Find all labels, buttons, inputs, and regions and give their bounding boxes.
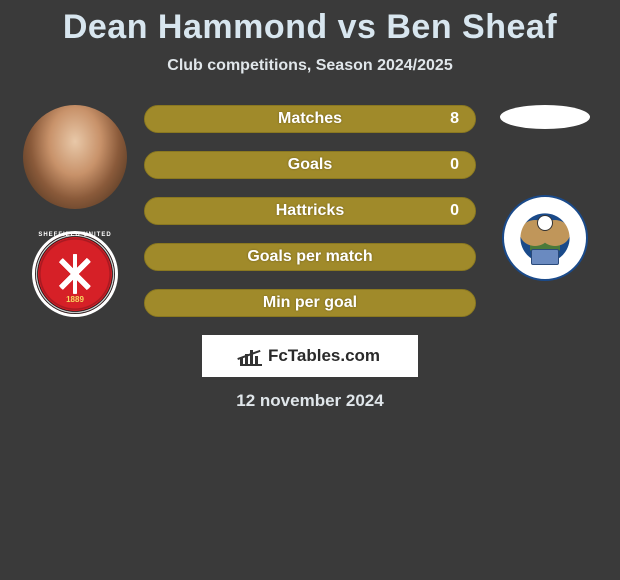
stat-bar-label: Goals — [288, 156, 332, 174]
subtitle: Club competitions, Season 2024/2025 — [0, 57, 620, 75]
stats-bars: Matches 8 Goals 0 Hattricks 0 Goals per match M… — [140, 105, 480, 317]
stat-bar-label: Matches — [278, 110, 342, 128]
stat-bar-value-right: 0 — [450, 202, 459, 220]
left-club-badge-text: SHEFFIELD UNITED — [35, 232, 115, 238]
stat-bar-label: Goals per match — [247, 248, 372, 266]
fctables-chart-icon — [240, 346, 262, 366]
stat-bar-matches: Matches 8 — [144, 105, 476, 133]
stat-bar-value-right: 0 — [450, 156, 459, 174]
stat-bar-min_per_goal: Min per goal — [144, 289, 476, 317]
left-player-photo — [23, 105, 127, 209]
stat-bar-label: Hattricks — [276, 202, 344, 220]
left-club-badge: SHEFFIELD UNITED — [32, 231, 118, 317]
date-line: 12 november 2024 — [0, 391, 620, 411]
right-player-photo — [500, 105, 590, 129]
stat-bar-goals: Goals 0 — [144, 151, 476, 179]
coventry-ball-icon — [537, 215, 553, 231]
comparison-card: Dean Hammond vs Ben Sheaf Club competiti… — [0, 0, 620, 411]
stat-bar-value-right: 8 — [450, 110, 459, 128]
main-row: SHEFFIELD UNITED Matches8Goals0Hattricks… — [0, 105, 620, 317]
page-title: Dean Hammond vs Ben Sheaf — [0, 8, 620, 47]
stat-bar-hattricks: Hattricks 0 — [144, 197, 476, 225]
left-player-column: SHEFFIELD UNITED — [10, 105, 140, 317]
right-player-column — [480, 105, 610, 281]
brand-box[interactable]: FcTables.com — [202, 335, 418, 377]
right-club-badge — [502, 195, 588, 281]
player-photo-placeholder — [23, 105, 127, 209]
stat-bar-label: Min per goal — [263, 294, 357, 312]
stat-bar-goals_per_match: Goals per match — [144, 243, 476, 271]
brand-text: FcTables.com — [268, 346, 380, 366]
